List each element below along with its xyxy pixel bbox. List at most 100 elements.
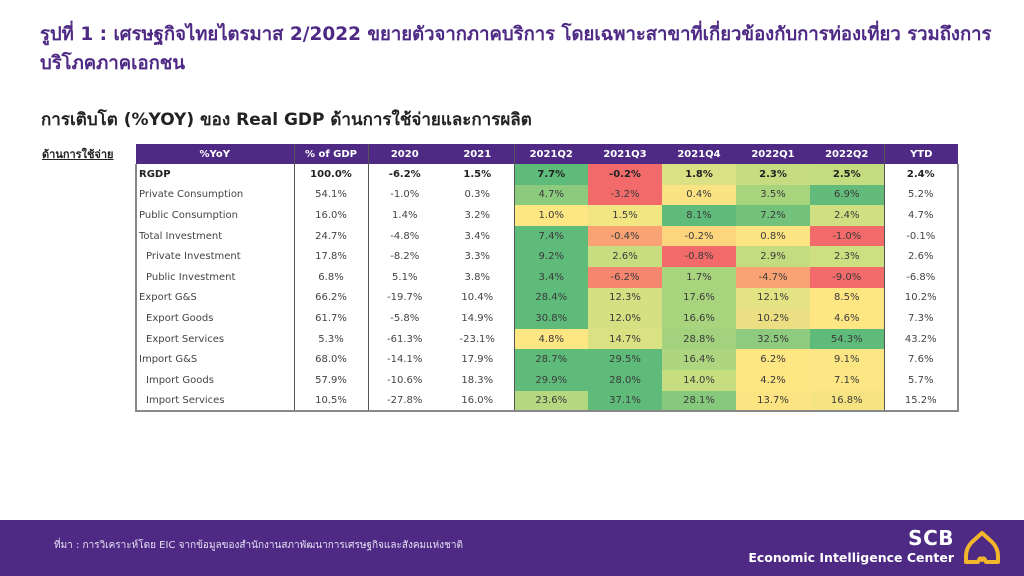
heatmap-cell: 2.3%	[736, 164, 810, 185]
header-2022q2: 2022Q2	[810, 144, 884, 164]
value-cell: 16.0%	[293, 205, 368, 226]
heatmap-cell: 1.0%	[513, 205, 588, 226]
table-row: Import Services 10.5% -27.8% 16.0% 23.6% 37.1…	[135, 390, 959, 413]
heatmap-cell: 28.1%	[662, 390, 736, 413]
heatmap-cell: 2.6%	[588, 246, 662, 267]
expenditure-side-label: ด้านการใช้จ่าย	[42, 148, 114, 161]
table-row: Export Goods 61.7% -5.8% 14.9% 30.8% 12.0% 16.…	[135, 308, 959, 329]
table-row: Export G&S 66.2% -19.7% 10.4% 28.4% 12.3% 17.6…	[135, 287, 959, 309]
row-label: Total Investment	[135, 225, 294, 247]
header-2022q1: 2022Q1	[736, 144, 810, 164]
value-cell: 68.0%	[293, 349, 368, 370]
value-cell: -5.8%	[367, 308, 441, 329]
heatmap-cell: 3.5%	[736, 184, 810, 206]
value-cell: 17.8%	[293, 246, 368, 267]
heatmap-cell: 3.4%	[513, 266, 588, 288]
heatmap-cell: 2.3%	[810, 246, 884, 267]
header-2020: 2020	[367, 144, 441, 164]
heatmap-cell: 12.0%	[588, 308, 662, 329]
value-cell: 4.7%	[883, 205, 959, 226]
value-cell: 100.0%	[293, 164, 368, 185]
value-cell: 3.2%	[464, 209, 490, 221]
heatmap-cell: 6.9%	[810, 184, 884, 206]
value-cell: -0.1%	[883, 225, 959, 247]
value-cell: 2.6%	[883, 246, 959, 267]
heatmap-cell: 16.6%	[662, 308, 736, 329]
value-cell: -10.6%	[367, 369, 441, 391]
header-ytd: YTD	[883, 144, 958, 164]
heatmap-cell: 6.2%	[736, 349, 810, 370]
row-label: Import Services	[135, 390, 294, 413]
value-cell: 17.9%	[461, 354, 494, 366]
value-cell: 0.3%	[464, 189, 490, 201]
row-label: Export Services	[135, 328, 294, 350]
source-note: ที่มา : การวิเคราะห์โดย EIC จากข้อมูลของ…	[54, 540, 463, 551]
heatmap-cell: -6.2%	[588, 266, 662, 288]
value-cell: -23.1%	[459, 333, 495, 345]
value-cell: 43.2%	[883, 328, 959, 350]
logo-name: Economic Intelligence Center	[748, 550, 954, 565]
heatmap-cell: 23.6%	[513, 390, 588, 413]
heatmap-cell: 9.1%	[810, 349, 884, 370]
heatmap-cell: 4.7%	[513, 184, 588, 206]
row-label: Export Goods	[135, 308, 294, 329]
value-cell: 5.2%	[883, 184, 959, 206]
header-2021q4: 2021Q4	[662, 144, 736, 164]
value-cell: -61.3%	[367, 328, 441, 350]
table-row: Public Investment 6.8% 5.1% 3.8% 3.4% -6.2% 1.…	[135, 266, 959, 288]
value-cell: 5.1%	[367, 266, 441, 288]
value-cell: 2.4%	[883, 164, 959, 185]
heatmap-cell: -1.0%	[810, 225, 884, 247]
heatmap-cell: 0.8%	[736, 225, 810, 247]
value-cell: 14.9%	[461, 312, 494, 324]
value-cell: 66.2%	[293, 287, 368, 309]
logo-brand: SCB	[908, 526, 954, 550]
value-cell: 10.4%	[461, 292, 494, 304]
header-2021: 2021	[441, 144, 514, 164]
table-row: Private Investment 17.8% -8.2% 3.3% 9.2% 2.6%…	[135, 246, 959, 267]
heatmap-cell: -9.0%	[810, 266, 884, 288]
header-2021q2: 2021Q2	[513, 144, 588, 164]
heatmap-cell: 16.4%	[662, 349, 736, 370]
heatmap-cell: 12.1%	[736, 287, 810, 309]
heatmap-cell: 2.5%	[810, 164, 884, 185]
heatmap-cell: 4.8%	[513, 328, 588, 350]
table-row: Total Investment 24.7% -4.8% 3.4% 7.4% -0.4% -…	[135, 225, 959, 247]
value-cell: -19.7%	[367, 287, 441, 309]
value-cell: 5.7%	[883, 369, 959, 391]
heatmap-cell: 29.9%	[513, 369, 588, 391]
value-cell: 10.5%	[293, 390, 368, 413]
heatmap-cell: 30.8%	[513, 308, 588, 329]
heatmap-cell: 28.0%	[588, 369, 662, 391]
heatmap-cell: 32.5%	[736, 328, 810, 350]
value-cell: 10.2%	[883, 287, 959, 309]
heatmap-cell: -0.8%	[662, 246, 736, 267]
value-cell: 1.4%	[367, 205, 441, 226]
heatmap-cell: 37.1%	[588, 390, 662, 413]
heatmap-cell: -0.2%	[588, 164, 662, 185]
value-cell: 3.8%	[464, 271, 490, 283]
row-label: Private Investment	[135, 246, 294, 267]
table-row: Import Goods 57.9% -10.6% 18.3% 29.9% 28.0% 14…	[135, 369, 959, 391]
heatmap-cell: 17.6%	[662, 287, 736, 309]
heatmap-cell: 1.8%	[662, 164, 736, 185]
heatmap-cell: 4.2%	[736, 369, 810, 391]
value-cell: -27.8%	[367, 390, 441, 413]
heatmap-cell: 10.2%	[736, 308, 810, 329]
heatmap-cell: 7.4%	[513, 225, 588, 247]
value-cell: 18.3%	[461, 374, 494, 386]
value-cell: 57.9%	[293, 369, 368, 391]
value-cell: -4.8%	[367, 225, 441, 247]
row-label: RGDP	[135, 164, 294, 185]
row-label: Public Investment	[135, 266, 294, 288]
table-row: Public Consumption 16.0% 1.4% 3.2% 1.0% 1.5% 8…	[135, 205, 959, 226]
heatmap-cell: 0.4%	[662, 184, 736, 206]
heatmap-cell: 9.2%	[513, 246, 588, 267]
value-cell: 3.4%	[464, 230, 490, 242]
table-row: Export Services 5.3% -61.3% -23.1% 4.8% 14.7%…	[135, 328, 959, 350]
heatmap-cell: 8.1%	[662, 205, 736, 226]
heatmap-cell: 12.3%	[588, 287, 662, 309]
heatmap-cell: 7.1%	[810, 369, 884, 391]
header-yoy: %YoY	[136, 144, 294, 164]
heatmap-cell: 7.7%	[513, 164, 588, 185]
